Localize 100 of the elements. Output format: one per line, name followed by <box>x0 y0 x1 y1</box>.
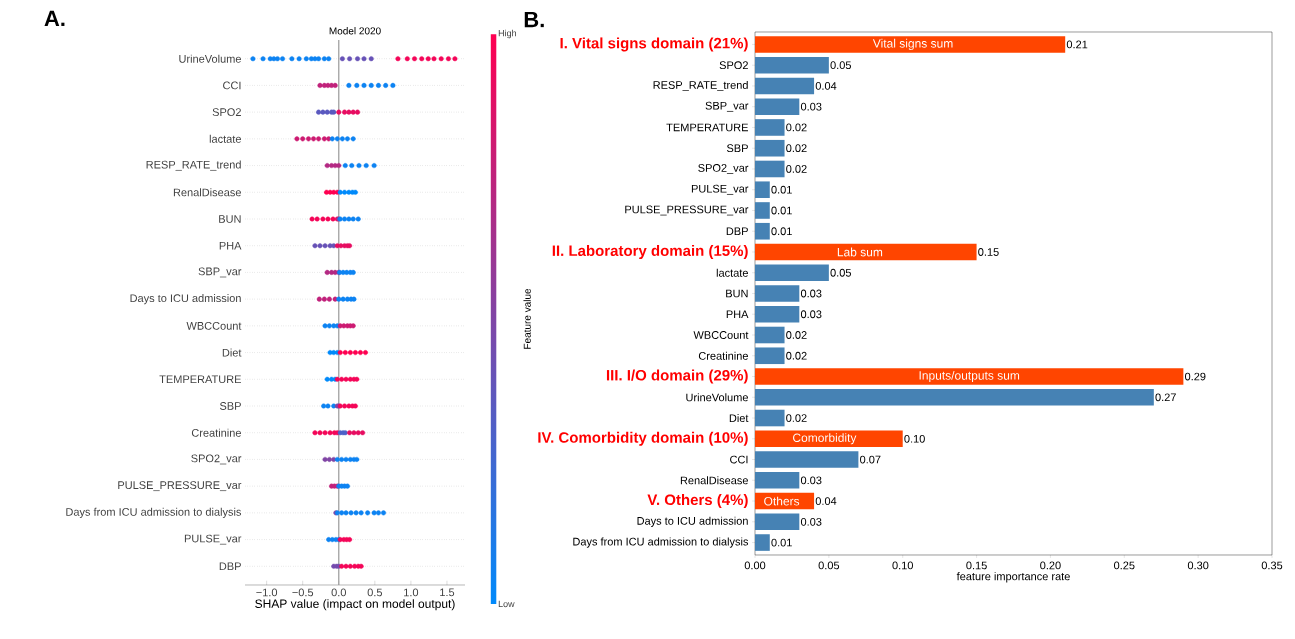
y-tick-label: PULSE_PRESSURE_var <box>118 481 242 492</box>
y-tick-label: SPO2 <box>212 108 241 117</box>
data-label: 0.02 <box>786 165 807 173</box>
y-tick-label: CCI <box>223 81 241 90</box>
y-tick-label: SBP <box>219 402 241 410</box>
y-tick-label: Diet <box>222 348 242 357</box>
y-tick-label: SBP_var <box>705 101 749 112</box>
bar <box>755 388 1154 406</box>
bar <box>755 430 903 448</box>
color-bar-label: Low <box>498 600 515 608</box>
data-label: 0.03 <box>800 517 822 526</box>
y-tick-label: SPO2 <box>719 61 748 70</box>
y-tick-label: DBP <box>726 227 748 236</box>
y-tick-label: I. Vital signs domain (21%) <box>560 37 748 52</box>
y-tick-label: lactate <box>209 134 241 143</box>
bar <box>755 534 770 551</box>
x-tick-label: 0.30 <box>1187 561 1209 570</box>
y-tick-label: RESP_RATE_trend <box>146 160 241 171</box>
y-tick-label: Diet <box>729 413 749 423</box>
data-label: 0.03 <box>800 102 822 111</box>
x-tick-label: 0.0 <box>331 588 346 597</box>
data-label: 0.05 <box>830 268 851 277</box>
data-label: 0.03 <box>800 476 822 485</box>
bar <box>755 451 859 468</box>
y-tick-label: SBP_var <box>198 267 242 278</box>
data-label: 0.01 <box>771 227 792 236</box>
y-tick-label: Days from ICU admission to dialysis <box>573 537 749 548</box>
data-label: 0.02 <box>786 123 807 132</box>
text: A. <box>44 10 65 26</box>
y-tick-label: Creatinine <box>698 351 748 360</box>
y-tick-label: UrineVolume <box>686 393 748 402</box>
y-tick-label: PULSE_var <box>691 184 749 195</box>
annotation: Inputs/outputs sum <box>919 370 1020 383</box>
y-tick-label: BUN <box>219 215 241 223</box>
data-label: 0.27 <box>1155 393 1176 402</box>
data-label: 0.02 <box>786 414 807 422</box>
y-tick-label: WBCCount <box>186 321 242 330</box>
y-tick-label: SPO2_var <box>191 454 242 465</box>
bar <box>755 326 785 344</box>
y-tick-label: TEMPERATURE <box>159 375 241 384</box>
y-tick-label: CCI <box>730 455 748 464</box>
annotation: Vital signs sum <box>872 38 953 51</box>
data-label: 0.10 <box>904 434 925 443</box>
color-bar-label: High <box>498 29 516 39</box>
bar <box>755 202 770 219</box>
bar <box>755 513 800 531</box>
x-tick-label: 0.05 <box>818 561 840 570</box>
x-tick-label: 1.5 <box>440 588 455 597</box>
bar <box>755 119 785 136</box>
y-tick-label: RenalDisease <box>680 476 748 485</box>
y-tick-label: Creatinine <box>191 428 241 437</box>
bar <box>755 139 785 157</box>
y-tick-label: UrineVolume <box>179 54 241 63</box>
y-tick-label: SBP <box>726 144 748 153</box>
data-label: 0.02 <box>786 331 807 339</box>
x-axis-title: SHAP value (impact on model output) <box>255 599 455 611</box>
data-label: 0.03 <box>800 289 822 298</box>
x-tick-label: −0.5 <box>292 588 314 597</box>
x-tick-label: 0.15 <box>966 561 987 570</box>
bar <box>755 305 800 323</box>
y-tick-label: RenalDisease <box>173 188 241 197</box>
bar <box>755 409 785 427</box>
data-label: 0.03 <box>800 310 822 319</box>
bar <box>755 285 800 302</box>
bar <box>755 56 829 74</box>
bar <box>755 36 1066 53</box>
data-label: 0.02 <box>786 351 807 360</box>
y-tick-label: III. I/O domain (29%) <box>606 369 748 384</box>
data-label: 0.07 <box>860 455 881 464</box>
x-tick-label: 0.10 <box>892 561 913 570</box>
data-label: 0.04 <box>815 497 837 505</box>
y-tick-label: V. Others (4%) <box>647 494 748 509</box>
y-tick-label: Days from ICU admission to dialysis <box>66 507 242 518</box>
y-tick-label: WBCCount <box>693 331 749 339</box>
x-tick-label: −1.0 <box>256 588 278 597</box>
data-label: 0.05 <box>830 61 851 70</box>
bar <box>755 160 785 178</box>
x-axis-title: feature importance rate <box>956 572 1070 583</box>
x-tick-label: 1.0 <box>404 588 419 597</box>
bar <box>755 264 829 282</box>
data-label: 0.01 <box>771 206 792 215</box>
bar <box>755 181 770 199</box>
y-tick-label: Days to ICU admission <box>130 294 241 305</box>
y-tick-label: lactate <box>716 268 748 277</box>
y-tick-label: RESP_RATE_trend <box>653 80 748 92</box>
x-tick-label: 0.5 <box>367 588 383 597</box>
y-tick-label: DBP <box>219 562 241 571</box>
data-label: 0.01 <box>771 538 792 547</box>
x-tick-label: 0.20 <box>1040 561 1061 570</box>
x-tick-label: 0.35 <box>1261 561 1283 570</box>
y-tick-label: IV. Comorbidity domain (10%) <box>538 431 748 446</box>
data-label: 0.15 <box>978 248 999 256</box>
color-bar-title: Feature value <box>523 288 531 349</box>
bar <box>755 347 785 365</box>
data-label: 0.01 <box>771 185 792 194</box>
y-tick-label: TEMPERATURE <box>666 123 748 132</box>
data-label: 0.29 <box>1185 372 1206 381</box>
bar <box>755 368 1184 385</box>
bar <box>755 243 977 261</box>
bar <box>755 77 815 95</box>
